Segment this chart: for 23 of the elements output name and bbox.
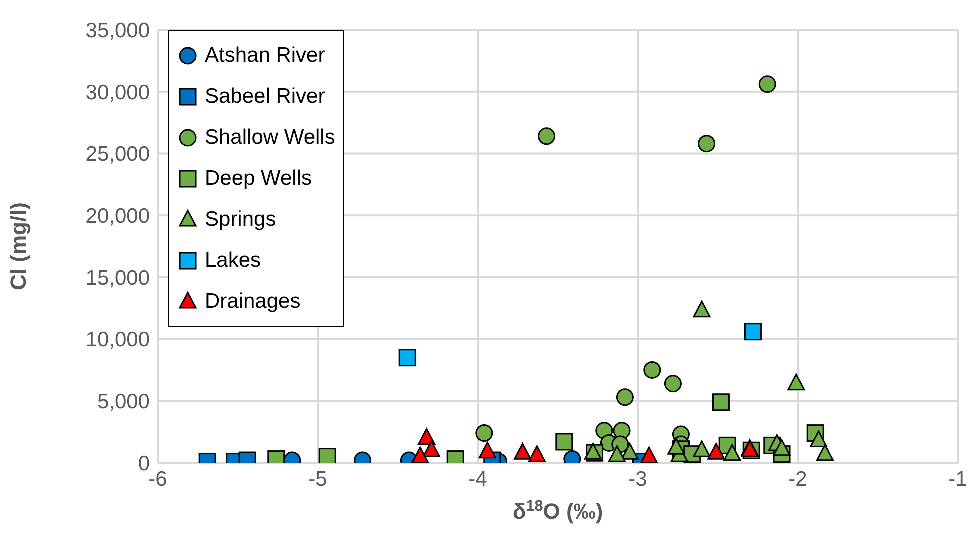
legend-label: Deep Wells: [205, 166, 312, 190]
x-tick-label: -3: [628, 468, 648, 491]
x-tick-label: -6: [148, 468, 168, 491]
x-axis-title: δ$^{18}$O (‰): [512, 498, 604, 524]
y-tick-label: 10,000: [86, 328, 150, 352]
x-tick-label: -2: [788, 468, 808, 491]
legend-label: Lakes: [205, 248, 262, 272]
x-tick-label: -4: [468, 468, 488, 491]
y-tick-label: 30,000: [86, 81, 150, 104]
y-tick-label: 20,000: [86, 205, 150, 228]
y-tick-label: 0: [138, 452, 150, 476]
y-tick-label: 15,000: [86, 266, 150, 290]
legend-label: Shallow Wells: [205, 126, 336, 150]
y-tick-label: 25,000: [86, 143, 150, 166]
legend-label: Springs: [205, 208, 276, 232]
y-tick-label: 5,000: [97, 390, 150, 414]
legend-label: Drainages: [205, 290, 301, 314]
legend-label: Sabeel River: [205, 84, 326, 108]
x-tick-label: -1: [948, 468, 968, 491]
x-tick-label: -5: [308, 468, 328, 491]
legend-label: Atshan River: [205, 44, 326, 68]
y-tick-label: 35,000: [86, 19, 150, 42]
y-axis-title: Cl (mg/l): [6, 202, 31, 290]
